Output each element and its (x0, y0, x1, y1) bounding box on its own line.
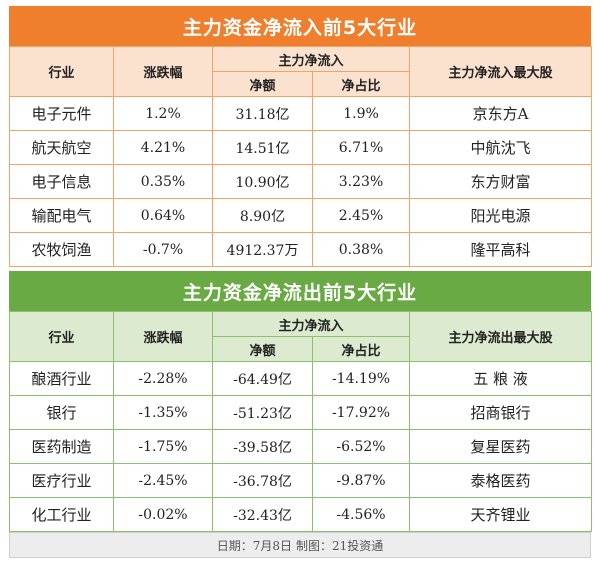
table-row: 医药制造 -1.75% -39.58亿 -6.52% 复星医药 (9, 429, 593, 464)
inflow-header-ratio: 净占比 (311, 71, 411, 97)
change-cell: -0.7% (113, 232, 213, 267)
industry-cell: 医疗行业 (9, 463, 114, 498)
table-row: 医疗行业 -2.45% -36.78亿 -9.87% 泰格医药 (9, 463, 593, 498)
outflow-header-group: 主力净流入 (211, 311, 411, 337)
inflow-header-top-stock: 主力净流入最大股 (409, 46, 593, 97)
change-cell: -2.45% (113, 463, 213, 498)
industry-cell: 化工行业 (9, 497, 114, 532)
ratio-cell: -4.56% (311, 497, 411, 532)
ratio-cell: 2.45% (311, 198, 411, 233)
outflow-header-row: 行业 涨跌幅 主力净流入 主力净流出最大股 (9, 311, 593, 362)
change-cell: 0.64% (113, 198, 213, 233)
stock-cell: 京东方A (409, 96, 593, 131)
change-cell: 4.21% (113, 130, 213, 165)
industry-cell: 农牧饲渔 (9, 232, 114, 267)
inflow-table: 行业 涨跌幅 主力净流入 主力净流入最大股 净额 净占比 电子元件 1.2% 3… (9, 46, 593, 267)
inflow-subheader-row: 净额 净占比 (10, 71, 592, 97)
outflow-title: 主力资金净流出前5大行业 (9, 271, 591, 311)
net-cell: -39.58亿 (212, 429, 313, 464)
industry-cell: 电子信息 (9, 164, 114, 199)
stock-cell: 泰格医药 (409, 463, 593, 498)
outflow-table: 行业 涨跌幅 主力净流入 主力净流出最大股 净额 净占比 酿酒行业 -2.28%… (9, 311, 593, 532)
change-cell: -2.28% (113, 361, 213, 396)
stock-cell: 阳光电源 (409, 198, 593, 233)
stock-cell: 复星医药 (409, 429, 593, 464)
industry-cell: 酿酒行业 (9, 361, 114, 396)
table-row: 电子元件 1.2% 31.18亿 1.9% 京东方A (9, 96, 593, 131)
footer-maker: 制图：21投资通 (296, 538, 384, 553)
ratio-cell: -9.87% (311, 463, 411, 498)
table-row: 化工行业 -0.02% -32.43亿 -4.56% 天齐锂业 (9, 497, 593, 532)
industry-cell: 医药制造 (9, 429, 114, 464)
industry-cell: 输配电气 (9, 198, 114, 233)
ratio-cell: 1.9% (311, 96, 411, 131)
table-row: 电子信息 0.35% 10.90亿 3.23% 东方财富 (9, 164, 593, 199)
ratio-cell: -17.92% (311, 395, 411, 430)
change-cell: 0.35% (113, 164, 213, 199)
inflow-header-net: 净额 (212, 71, 313, 97)
stock-cell: 中航沈飞 (409, 130, 593, 165)
table-row: 农牧饲渔 -0.7% 4912.37万 0.38% 隆平高科 (9, 232, 593, 267)
net-cell: -32.43亿 (212, 497, 313, 532)
ratio-cell: 3.23% (311, 164, 411, 199)
change-cell: -1.35% (113, 395, 213, 430)
ratio-cell: -6.52% (311, 429, 411, 464)
outflow-header-top-stock: 主力净流出最大股 (409, 311, 593, 362)
inflow-header-group: 主力净流入 (211, 46, 411, 72)
industry-cell: 航天航空 (9, 130, 114, 165)
outflow-header-ratio: 净占比 (311, 336, 411, 362)
change-cell: 1.2% (113, 96, 213, 131)
stock-cell: 隆平高科 (409, 232, 593, 267)
footer-date: 日期：7月8日 (216, 538, 292, 553)
inflow-title: 主力资金净流入前5大行业 (9, 6, 591, 46)
stock-cell: 招商银行 (409, 395, 593, 430)
table-row: 酿酒行业 -2.28% -64.49亿 -14.19% 五 粮 液 (9, 361, 593, 396)
inflow-header-change: 涨跌幅 (113, 46, 213, 97)
net-cell: 10.90亿 (212, 164, 313, 199)
outflow-header-change: 涨跌幅 (113, 311, 213, 362)
net-cell: -64.49亿 (212, 361, 313, 396)
net-cell: -51.23亿 (212, 395, 313, 430)
table-row: 输配电气 0.64% 8.90亿 2.45% 阳光电源 (9, 198, 593, 233)
net-cell: -36.78亿 (212, 463, 313, 498)
ratio-cell: -14.19% (311, 361, 411, 396)
net-cell: 14.51亿 (212, 130, 313, 165)
outflow-header-net: 净额 (212, 336, 313, 362)
outflow-header-industry: 行业 (9, 311, 114, 362)
industry-cell: 银行 (9, 395, 114, 430)
inflow-header-row: 行业 涨跌幅 主力净流入 主力净流入最大股 (9, 46, 593, 97)
ratio-cell: 6.71% (311, 130, 411, 165)
ratio-cell: 0.38% (311, 232, 411, 267)
change-cell: -1.75% (113, 429, 213, 464)
table-row: 航天航空 4.21% 14.51亿 6.71% 中航沈飞 (9, 130, 593, 165)
net-cell: 8.90亿 (212, 198, 313, 233)
inflow-header-industry: 行业 (9, 46, 114, 97)
stock-cell: 五 粮 液 (409, 361, 593, 396)
net-cell: 31.18亿 (212, 96, 313, 131)
net-cell: 4912.37万 (212, 232, 313, 267)
stock-cell: 天齐锂业 (409, 497, 593, 532)
industry-cell: 电子元件 (9, 96, 114, 131)
source-footer: 日期：7月8日 制图：21投资通 (9, 532, 591, 558)
change-cell: -0.02% (113, 497, 213, 532)
stock-cell: 东方财富 (409, 164, 593, 199)
table-row: 银行 -1.35% -51.23亿 -17.92% 招商银行 (9, 395, 593, 430)
